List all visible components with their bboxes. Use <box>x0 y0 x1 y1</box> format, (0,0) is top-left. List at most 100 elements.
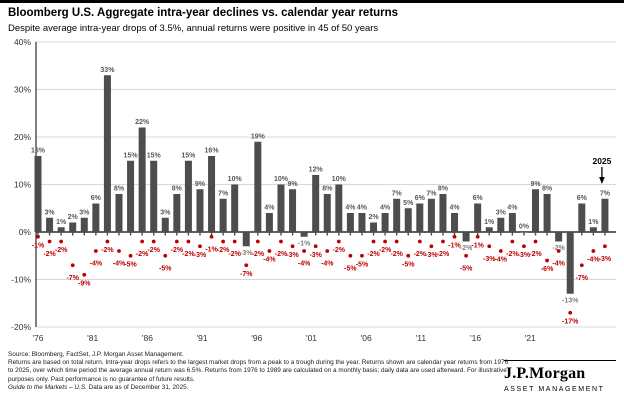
decline-label-1979: -7% <box>66 275 79 282</box>
decline-label-2007: -2% <box>390 251 403 258</box>
x-axis-tick <box>372 232 375 236</box>
decline-label-2002: -2% <box>333 247 346 254</box>
x-axis-tick <box>210 232 213 236</box>
x-axis-tick <box>523 232 525 236</box>
x-axis-tick <box>72 232 74 236</box>
bar-label-2019: 9% <box>530 181 541 188</box>
decline-label-2000: -3% <box>309 252 322 259</box>
bar-label-1978: 1% <box>56 219 67 226</box>
decline-label-1997: -2% <box>275 251 288 258</box>
decline-dot-2009 <box>417 239 422 244</box>
x-axis-tick <box>534 232 537 236</box>
decline-dot-2011 <box>441 239 445 244</box>
decline-label-2025: -3% <box>599 256 612 263</box>
bar-2024 <box>589 227 597 232</box>
bar-1988 <box>173 194 181 232</box>
x-axis-tick <box>511 232 514 236</box>
x-axis-tick <box>291 232 294 236</box>
x-axis-tick <box>257 232 259 236</box>
decline-label-1994: -7% <box>240 271 253 278</box>
decline-label-1985: -2% <box>136 251 149 258</box>
x-axis-tick <box>95 232 97 236</box>
decline-dot-2023 <box>579 263 584 268</box>
bar-label-2008: 5% <box>403 200 414 207</box>
bar-1996 <box>265 213 273 232</box>
x-axis-tick <box>500 232 502 236</box>
decline-label-1999: -4% <box>298 261 311 268</box>
decline-label-2020: -6% <box>541 266 554 273</box>
x-axis-tick <box>314 232 317 236</box>
decline-label-2012: -1% <box>448 242 461 249</box>
bar-1998 <box>289 189 297 232</box>
decline-dot-2004 <box>360 253 364 258</box>
bar-2023 <box>578 203 586 232</box>
x-axis-tick <box>83 232 85 236</box>
decline-label-1993: -2% <box>228 251 241 258</box>
bar-label-1991: 16% <box>205 148 220 155</box>
decline-dot-1986 <box>151 239 156 244</box>
decline-label-1990: -3% <box>194 252 207 259</box>
decline-dot-1983 <box>117 249 121 253</box>
x-axis-tick <box>592 232 595 236</box>
bar-2000 <box>312 175 320 232</box>
x-axis-tick <box>604 232 606 236</box>
bar-label-2017: 4% <box>507 205 518 212</box>
bar-label-1982: 33% <box>100 67 115 74</box>
bar-label-2022: -13% <box>562 297 579 304</box>
x-axis-tick-label: '06 <box>361 333 372 343</box>
bar-2025 <box>601 198 609 232</box>
bar-label-1992: 7% <box>218 190 229 197</box>
bar-2017 <box>508 213 516 232</box>
x-axis-tick <box>326 232 328 236</box>
x-axis-tick <box>176 232 178 236</box>
bar-label-2007: 7% <box>392 190 403 197</box>
decline-dot-1997 <box>279 239 283 244</box>
x-axis-tick-label: '11 <box>416 333 427 343</box>
x-axis-tick <box>164 232 166 236</box>
bar-1990 <box>196 189 204 232</box>
bar-label-1995: 19% <box>251 133 266 140</box>
bar-label-2014: 6% <box>473 195 484 202</box>
decline-label-2006: -2% <box>379 247 392 254</box>
decline-label-2013: -5% <box>460 265 473 272</box>
decline-label-1988: -2% <box>171 247 184 254</box>
x-axis-tick <box>303 232 305 236</box>
decline-dot-1979 <box>70 263 75 268</box>
bar-1978 <box>57 227 65 232</box>
decline-label-2018: -3% <box>518 252 531 259</box>
bar-label-2001: 8% <box>322 186 333 193</box>
decline-label-1978: -2% <box>55 247 68 254</box>
decline-label-1976: -1% <box>32 242 45 249</box>
x-axis-tick <box>384 232 386 236</box>
decline-dot-1992 <box>221 239 226 244</box>
bar-label-1997: 10% <box>274 176 289 183</box>
bar-1997 <box>277 184 285 232</box>
bar-label-1983: 8% <box>114 186 125 193</box>
bar-2005 <box>370 222 378 232</box>
decline-label-1991: -1% <box>205 246 218 253</box>
decline-dot-2020 <box>545 258 549 263</box>
decline-dot-2017 <box>510 239 515 244</box>
y-axis-tick-label: 20% <box>14 132 31 142</box>
x-axis-tick <box>569 232 571 236</box>
decline-dot-1976 <box>36 234 40 239</box>
bar-label-2015: 1% <box>484 219 495 226</box>
bar-2007 <box>393 198 401 232</box>
jpmorgan-logo: J.P.Morgan ASSET MANAGEMENT <box>504 360 616 393</box>
bar-2020 <box>543 194 551 232</box>
bar-1993 <box>231 184 239 232</box>
decline-dot-1985 <box>140 239 145 244</box>
decline-dot-2003 <box>348 253 353 258</box>
decline-label-2021: -4% <box>552 261 565 268</box>
decline-dot-2013 <box>464 253 468 258</box>
x-axis-tick <box>361 232 363 236</box>
x-axis-tick-label: '86 <box>142 333 153 343</box>
x-axis-tick-label: '96 <box>251 333 262 343</box>
bar-2002 <box>335 184 343 232</box>
decline-label-2016: -4% <box>495 257 508 264</box>
bar-label-1987: 3% <box>160 209 171 216</box>
x-axis-tick-label: '91 <box>197 333 208 343</box>
x-axis-tick <box>407 232 409 236</box>
bar-1994 <box>242 232 250 247</box>
